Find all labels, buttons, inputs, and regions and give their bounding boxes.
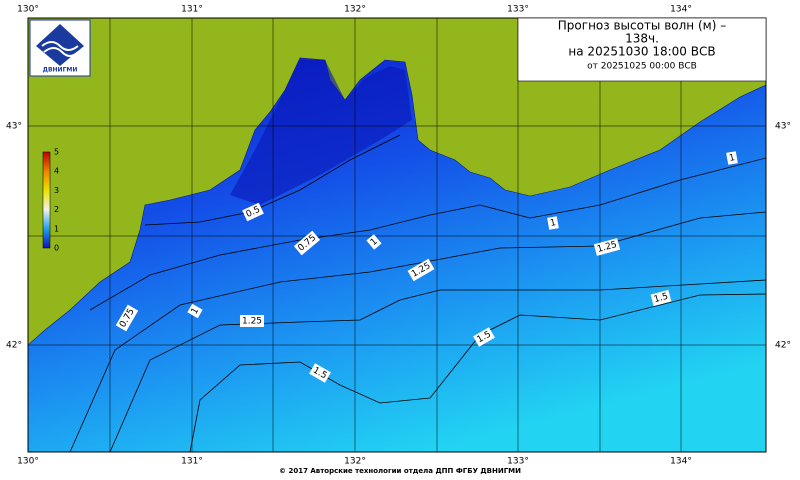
graticule — [28, 18, 766, 452]
title-line: на 20251030 18:00 ВСВ — [568, 45, 715, 59]
contour-label-text: 1.5 — [653, 292, 669, 305]
contour-line — [109, 279, 766, 452]
colorbar-tick-label: 1 — [54, 224, 59, 233]
contour-line — [69, 211, 766, 452]
contour-label-bg — [547, 216, 559, 230]
colorbar-tick-label: 4 — [54, 167, 59, 176]
contour-label-bg — [309, 363, 331, 383]
footer: © 2017 Авторские технологии отдела ДПП Ф… — [279, 467, 521, 475]
lon-label: 130° — [17, 457, 39, 467]
logo-waves — [41, 41, 79, 57]
lon-label: 133° — [507, 5, 529, 15]
contour-label: 1 — [366, 234, 382, 250]
contour-line — [89, 157, 766, 311]
lon-label: 130° — [17, 5, 39, 15]
contour-label-bg — [239, 315, 265, 327]
contour-label-text: 1 — [728, 153, 735, 164]
lat-label: 42° — [6, 341, 22, 351]
colorbar — [42, 151, 51, 249]
contour-line — [189, 293, 766, 452]
contour-line — [144, 134, 401, 226]
lon-label: 134° — [670, 457, 692, 467]
lon-label: 131° — [181, 457, 203, 467]
contour-label: 1.25 — [239, 315, 265, 327]
contour-label-bg — [366, 234, 382, 250]
contour-label: 1 — [187, 303, 203, 319]
lon-label: 132° — [344, 457, 366, 467]
contour-label: 1 — [726, 151, 738, 165]
axis-labels: 130° 130° 131° 131° 132° 132° 133° 133° 134° 134°… — [6, 5, 791, 467]
lon-label: 133° — [507, 457, 529, 467]
contour-label-bg — [650, 289, 672, 307]
contours — [69, 134, 766, 452]
lon-label: 132° — [344, 5, 366, 15]
colorbar-tick-label: 0 — [54, 244, 59, 253]
logo: ДВНИГМИ — [29, 19, 91, 77]
contour-label: 1.25 — [593, 238, 621, 256]
contour-label-text: 1.25 — [242, 317, 262, 327]
contour-label-bg — [187, 303, 203, 319]
lon-label: 131° — [181, 5, 203, 15]
subtitle: от 20251025 00:00 ВСВ — [587, 62, 697, 72]
contour-label-bg — [242, 202, 264, 222]
title-line: 138ч. — [625, 32, 659, 46]
title-line: Прогноз высоты волн (м) – — [558, 19, 726, 33]
contour-label-bg — [593, 238, 621, 256]
colorbar-tick-label: 5 — [54, 148, 59, 157]
contour-label-bg — [407, 258, 435, 282]
contour-label: 0.5 — [242, 202, 264, 222]
lat-label: 42° — [775, 341, 791, 351]
bay-shading — [230, 60, 412, 205]
title-box — [517, 17, 767, 82]
lat-label: 43° — [6, 122, 22, 132]
lon-label: 134° — [670, 5, 692, 15]
contour-label-bg — [115, 304, 139, 332]
contour-label-bg — [726, 151, 738, 165]
contour-label: 1 — [547, 216, 559, 230]
contour-label-text: 1 — [190, 306, 202, 316]
lat-label: 43° — [775, 122, 791, 132]
contour-label-bg — [473, 327, 495, 347]
colorbar-tick-label: 3 — [54, 186, 59, 195]
colorbar-ticks: 0 1 2 3 4 5 — [54, 148, 59, 253]
land — [28, 18, 766, 346]
map-frame — [27, 17, 767, 453]
contour-label-text: 1 — [369, 237, 380, 248]
colorbar-tick-label: 2 — [54, 205, 59, 214]
contour-label: 1.5 — [650, 289, 672, 307]
logo-text: ДВНИГМИ — [43, 67, 78, 74]
contour-label-text: 1 — [549, 218, 556, 229]
contour-label-bg — [293, 230, 321, 256]
